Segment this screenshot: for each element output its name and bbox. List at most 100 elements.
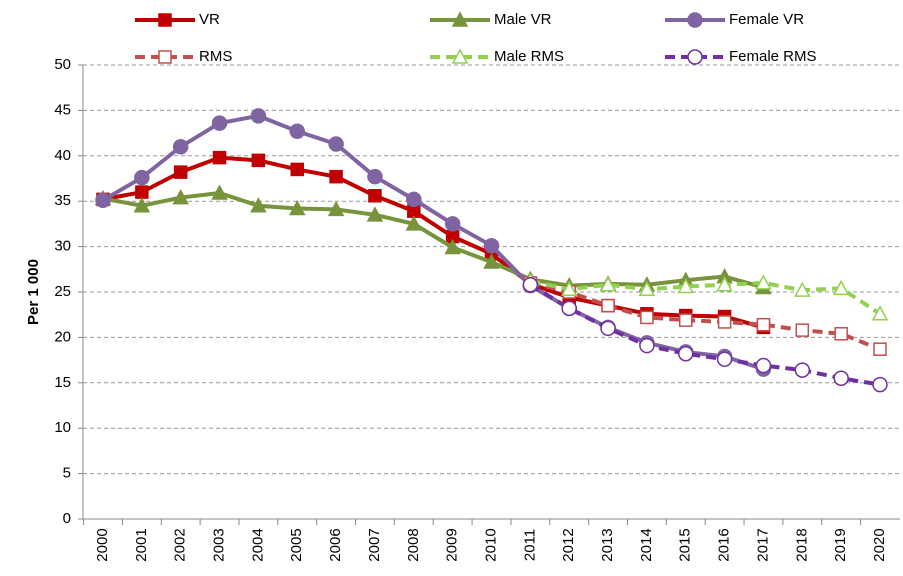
y-tick-label: 25 [54, 283, 71, 300]
legend-marker [687, 49, 703, 65]
x-tick-label: 2013 [599, 528, 616, 561]
y-tick-label: 45 [54, 101, 71, 118]
y-tick-label: 40 [54, 147, 71, 164]
data-point [133, 197, 151, 213]
legend-marker [158, 50, 172, 64]
data-point [832, 279, 850, 296]
y-tick-label: 0 [63, 510, 71, 527]
data-point [172, 138, 189, 155]
x-tick-label: 2012 [560, 528, 577, 561]
data-point [173, 165, 188, 179]
x-tick-label: 2008 [405, 528, 422, 561]
data-point [717, 315, 732, 329]
y-tick-label: 15 [54, 374, 71, 391]
series-line [529, 280, 881, 352]
data-point [716, 276, 733, 292]
x-tick-label: 2010 [482, 528, 499, 561]
x-tick-label: 2018 [793, 528, 810, 561]
x-tick-label: 2014 [638, 528, 655, 561]
legend-marker [451, 48, 469, 64]
legend-label: VR [199, 11, 220, 28]
data-point [444, 216, 461, 232]
data-point [211, 184, 228, 200]
legend-label: RMS [199, 48, 232, 65]
data-point [444, 238, 461, 255]
y-tick-label: 30 [54, 238, 71, 255]
x-tick-label: 2020 [871, 528, 888, 561]
y-tick-label: 50 [54, 56, 71, 73]
data-point [756, 317, 771, 332]
data-point [135, 185, 149, 199]
series-line [102, 155, 764, 330]
x-tick-label: 2015 [677, 528, 694, 561]
x-tick-label: 2002 [172, 528, 189, 561]
series-line [529, 279, 882, 316]
data-point [639, 337, 655, 354]
data-point [289, 123, 305, 140]
data-point [212, 150, 227, 165]
data-point [795, 323, 810, 337]
data-point [600, 320, 616, 337]
data-point [522, 276, 539, 293]
data-point [871, 305, 889, 321]
data-point [599, 276, 617, 292]
data-point [677, 277, 695, 294]
data-point [678, 345, 694, 362]
data-point [329, 169, 343, 184]
x-tick-label: 2019 [832, 528, 849, 561]
series-line [101, 113, 765, 372]
legend-marker [687, 12, 703, 28]
data-point [290, 162, 304, 177]
data-point [755, 357, 772, 374]
x-tick-label: 2001 [133, 528, 150, 561]
data-point [250, 197, 267, 213]
series-line [529, 283, 881, 387]
data-point [172, 188, 189, 205]
data-point [134, 169, 150, 186]
x-tick-label: 2011 [521, 529, 538, 561]
data-point [211, 115, 228, 131]
data-point [679, 313, 693, 327]
data-point [834, 327, 848, 341]
data-point [366, 206, 384, 222]
x-tick-label: 2009 [444, 528, 461, 561]
data-point [833, 370, 849, 387]
data-point [794, 281, 811, 297]
data-point [328, 136, 344, 152]
data-point [288, 199, 306, 216]
data-point [250, 108, 267, 124]
x-tick-label: 2003 [211, 528, 228, 561]
data-point [251, 153, 266, 168]
data-point [405, 215, 423, 231]
data-point [601, 298, 615, 313]
data-point [560, 280, 578, 297]
data-point [794, 362, 811, 378]
data-point [483, 237, 500, 254]
data-point [95, 192, 111, 209]
legend-label: Female RMS [729, 48, 817, 65]
y-tick-label: 20 [54, 328, 71, 345]
data-point [640, 310, 654, 325]
y-tick-label: 10 [54, 419, 71, 436]
x-tick-label: 2005 [288, 528, 305, 561]
data-point [638, 280, 656, 297]
legend-label: Female VR [729, 11, 804, 28]
x-tick-label: 2006 [327, 528, 344, 561]
y-tick-label: 5 [63, 465, 71, 482]
data-point [483, 253, 500, 269]
data-point [327, 200, 345, 217]
legend-label: Male RMS [494, 48, 564, 65]
y-axis-label: Per 1 000 [25, 259, 42, 325]
data-point [367, 168, 383, 185]
data-point [368, 189, 382, 203]
series-line [102, 190, 764, 290]
x-tick-label: 2017 [754, 528, 771, 561]
legend-marker [451, 11, 469, 27]
legend-marker [158, 13, 172, 27]
x-tick-label: 2007 [366, 528, 383, 561]
legend-label: Male VR [494, 11, 552, 28]
x-tick-label: 2016 [716, 528, 733, 561]
x-tick-label: 2004 [249, 528, 266, 561]
x-tick-label: 2000 [94, 528, 111, 561]
